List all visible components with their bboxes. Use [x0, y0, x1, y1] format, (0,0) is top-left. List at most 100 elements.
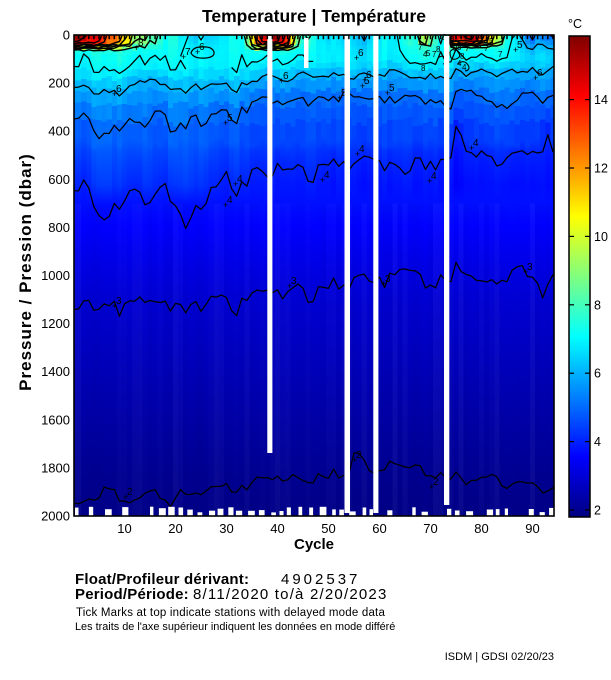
svg-text:4: 4: [423, 50, 428, 59]
svg-text:1600: 1600: [41, 412, 70, 427]
svg-text:14: 14: [594, 93, 608, 107]
svg-text:8: 8: [453, 44, 458, 53]
svg-text:+: +: [287, 281, 292, 291]
svg-text:4: 4: [473, 138, 479, 149]
svg-text:600: 600: [48, 172, 70, 187]
svg-text:6: 6: [477, 41, 482, 50]
svg-text:1400: 1400: [41, 364, 70, 379]
svg-text:4: 4: [594, 435, 601, 449]
svg-text:2: 2: [594, 504, 601, 518]
svg-text:7: 7: [418, 43, 423, 52]
svg-text:3: 3: [291, 276, 297, 287]
svg-text:3: 3: [385, 274, 391, 285]
svg-text:+: +: [181, 52, 186, 62]
svg-text:5: 5: [389, 83, 395, 94]
svg-text:4: 4: [462, 63, 467, 72]
svg-text:Float/Profileur dérivant:49025: Float/Profileur dérivant: 4902537: [75, 571, 360, 588]
svg-text:1800: 1800: [41, 460, 70, 475]
svg-text:2000: 2000: [41, 509, 70, 524]
svg-text:+: +: [533, 73, 538, 83]
svg-text:2: 2: [127, 487, 133, 498]
svg-text:°C: °C: [568, 17, 582, 31]
svg-text:60: 60: [372, 521, 386, 536]
svg-text:50: 50: [321, 521, 335, 536]
svg-text:12: 12: [594, 162, 608, 176]
svg-text:40: 40: [270, 521, 284, 536]
svg-text:Period/Période:8/11/2020 to/à: Period/Période: 8/11/2020 to/à 2/20/2023: [75, 586, 388, 603]
svg-text:8: 8: [138, 38, 144, 49]
svg-text:+: +: [320, 175, 325, 185]
svg-text:4: 4: [237, 174, 243, 185]
svg-text:20: 20: [168, 521, 182, 536]
svg-text:4: 4: [324, 170, 330, 181]
svg-text:6: 6: [537, 68, 543, 79]
svg-text:7: 7: [465, 44, 470, 53]
svg-text:8: 8: [436, 45, 441, 54]
svg-text:+: +: [352, 455, 357, 465]
svg-text:+: +: [469, 143, 474, 153]
svg-text:10: 10: [594, 230, 608, 244]
svg-text:+: +: [513, 45, 518, 55]
svg-text:8: 8: [421, 64, 426, 73]
svg-text:4: 4: [457, 59, 462, 68]
svg-text:+: +: [233, 179, 238, 189]
svg-text:1000: 1000: [41, 268, 70, 283]
svg-text:+: +: [355, 149, 360, 159]
svg-text:6: 6: [116, 84, 122, 95]
svg-text:5: 5: [227, 113, 233, 124]
svg-text:5: 5: [517, 40, 523, 51]
svg-text:10: 10: [117, 521, 131, 536]
svg-text:+: +: [523, 267, 528, 277]
svg-text:80: 80: [474, 521, 488, 536]
svg-text:+: +: [112, 89, 117, 99]
svg-text:Pressure / Pression (dbar): Pressure / Pression (dbar): [16, 153, 35, 391]
svg-text:70: 70: [423, 521, 437, 536]
svg-text:200: 200: [48, 76, 70, 91]
svg-text:0: 0: [63, 28, 70, 43]
svg-text:+: +: [337, 93, 342, 103]
svg-text:+: +: [112, 301, 117, 311]
svg-text:6: 6: [358, 48, 364, 59]
svg-text:Les traits de l'axe supérieur: Les traits de l'axe supérieur indiquent …: [75, 621, 395, 633]
svg-text:+: +: [429, 482, 434, 492]
svg-text:4: 4: [227, 195, 233, 206]
svg-text:+: +: [385, 88, 390, 98]
svg-text:+: +: [381, 279, 386, 289]
svg-text:2: 2: [356, 450, 362, 461]
svg-text:5: 5: [426, 49, 431, 58]
svg-text:8: 8: [594, 298, 601, 312]
svg-text:4: 4: [359, 144, 365, 155]
svg-text:6: 6: [199, 42, 205, 53]
svg-text:400: 400: [48, 124, 70, 139]
svg-text:3: 3: [527, 262, 533, 273]
svg-text:5: 5: [364, 76, 370, 87]
svg-text:+: +: [223, 118, 228, 128]
svg-text:ISDM | GDSI 02/20/23: ISDM | GDSI 02/20/23: [445, 651, 554, 663]
svg-text:90: 90: [525, 521, 539, 536]
svg-text:2: 2: [433, 477, 439, 488]
svg-text:30: 30: [219, 521, 233, 536]
svg-text:7: 7: [185, 47, 191, 58]
svg-text:Tick Marks at top indicate sta: Tick Marks at top indicate stations with…: [76, 607, 385, 619]
svg-text:+: +: [360, 81, 365, 91]
svg-text:5: 5: [341, 88, 347, 99]
svg-text:800: 800: [48, 220, 70, 235]
svg-text:+: +: [223, 200, 228, 210]
svg-text:6: 6: [594, 367, 601, 381]
svg-text:8: 8: [460, 52, 465, 61]
svg-text:5: 5: [489, 37, 494, 46]
svg-text:6: 6: [366, 70, 372, 81]
svg-text:Temperature | Température: Temperature | Température: [202, 6, 426, 26]
svg-text:+: +: [362, 75, 367, 85]
svg-text:+: +: [134, 43, 139, 53]
svg-text:+: +: [123, 492, 128, 502]
svg-text:4: 4: [484, 37, 489, 46]
svg-text:3: 3: [116, 296, 122, 307]
svg-text:7: 7: [484, 44, 489, 53]
svg-text:4: 4: [431, 171, 437, 182]
svg-text:+: +: [427, 176, 432, 186]
svg-text:+: +: [279, 76, 284, 86]
svg-text:+: +: [195, 47, 200, 57]
svg-text:1200: 1200: [41, 316, 70, 331]
svg-text:+: +: [354, 53, 359, 63]
